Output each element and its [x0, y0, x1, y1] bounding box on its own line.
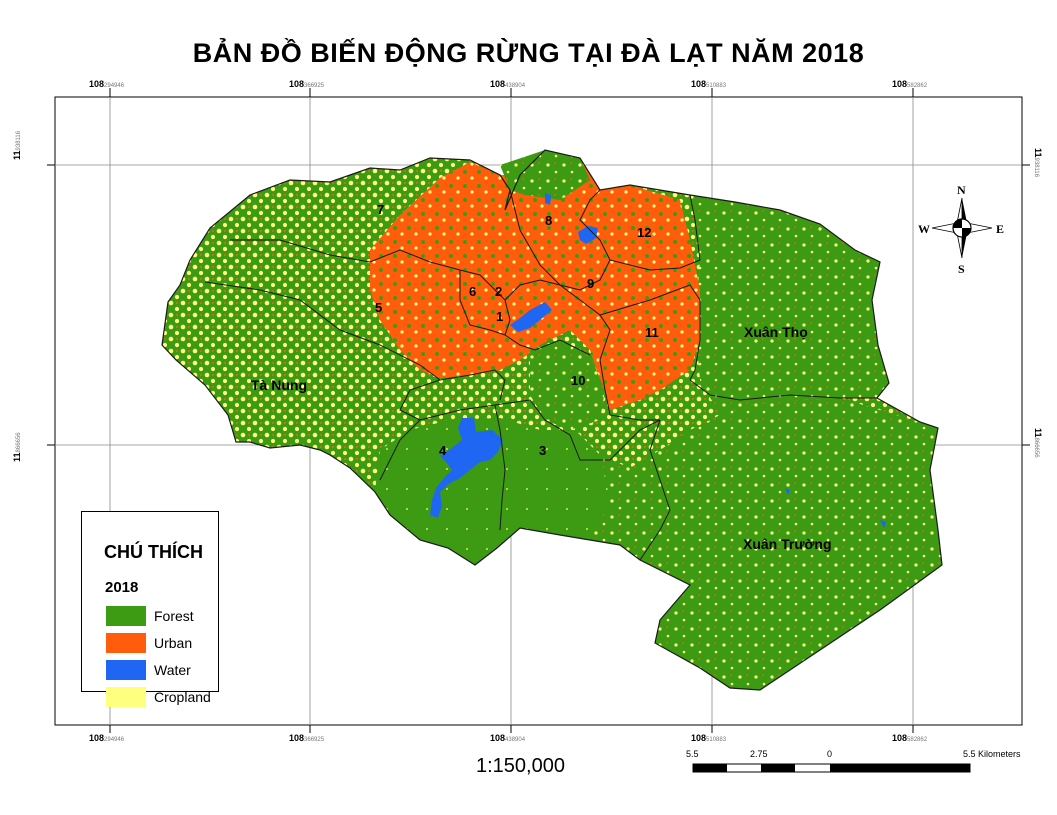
- legend-heading: CHÚ THÍCH: [104, 542, 203, 562]
- compass-north: N: [957, 183, 966, 197]
- grid-label-left-1: 11938116: [12, 130, 22, 160]
- grid-label-top-2: 108366925: [289, 79, 325, 89]
- scale-label-1: 5.5: [686, 749, 699, 759]
- water-reservoir-4: [430, 418, 503, 518]
- legend-swatch-water: [106, 660, 146, 680]
- region-label-6: 6: [469, 284, 477, 299]
- scale-label-4: 5.5 Kilometers: [963, 749, 1021, 759]
- region-label-xuan-tho: Xuân Thọ: [744, 324, 808, 340]
- region-label-5: 5: [375, 300, 383, 315]
- legend-swatch-cropland: [106, 687, 146, 707]
- region-label-9: 9: [587, 276, 595, 291]
- water-lake-8: [578, 226, 598, 244]
- map-legend: CHÚ THÍCH 2018 Forest Urban Water Cropla…: [81, 511, 219, 707]
- grid-label-bottom-3: 108438904: [490, 733, 526, 743]
- legend-label-cropland: Cropland: [154, 689, 211, 705]
- scale-ratio: 1:150,000: [476, 755, 565, 777]
- region-label-2: 2: [495, 284, 503, 299]
- legend-year: 2018: [105, 579, 139, 596]
- region-label-11: 11: [645, 325, 659, 340]
- grid-ticks: [47, 88, 1030, 733]
- grid-label-top-4: 108510883: [691, 79, 727, 89]
- grid-label-left-2: 11866656: [12, 432, 22, 462]
- grid-label-bottom-4: 108510883: [691, 733, 727, 743]
- compass-west: W: [918, 222, 930, 236]
- region-label-7: 7: [377, 202, 385, 217]
- grid-label-bottom-2: 108366925: [289, 733, 325, 743]
- legend-swatch-urban: [106, 633, 146, 653]
- ward-boundaries: [161, 149, 943, 691]
- legend-swatch-forest: [106, 606, 146, 626]
- region-label-3: 3: [539, 443, 547, 458]
- land-forest-tanung: [162, 240, 400, 448]
- map-title: BẢN ĐỒ BIẾN ĐỘNG RỪNG TẠI ĐÀ LẠT NĂM 201…: [192, 38, 865, 68]
- scale-label-3: 0: [827, 749, 833, 759]
- water-lake-1: [510, 302, 552, 332]
- forest-patch-north: [500, 150, 590, 200]
- compass-south: S: [958, 262, 965, 276]
- grid-label-bottom-1: 108294946: [89, 733, 125, 743]
- grid-label-right-1: 11938116: [1033, 148, 1043, 178]
- land-forest-east: [690, 195, 889, 415]
- grid-label-top-3: 108438904: [490, 79, 526, 89]
- land-urban-core: [370, 150, 700, 410]
- legend-label-forest: Forest: [154, 608, 194, 624]
- region-label-1: 1: [496, 309, 504, 324]
- grid-label-top-1: 108294946: [89, 79, 125, 89]
- compass-rose-icon: [931, 197, 993, 259]
- grid-label-top-5: 108582862: [892, 79, 928, 89]
- region-label-4: 4: [439, 443, 447, 458]
- grid-label-bottom-5: 108582862: [892, 733, 928, 743]
- legend-label-water: Water: [154, 662, 191, 678]
- region-label-12: 12: [637, 225, 652, 240]
- region-label-8: 8: [545, 213, 553, 228]
- compass-east: E: [996, 222, 1005, 236]
- region-label-10: 10: [571, 373, 586, 388]
- grid-label-right-2: 11866656: [1033, 428, 1043, 458]
- region-label-xuan-truong: Xuân Trường: [743, 536, 832, 552]
- land-forest-south: [375, 418, 610, 565]
- legend-label-urban: Urban: [154, 635, 193, 651]
- forest-patch-10: [530, 340, 605, 430]
- water-small-8: [545, 193, 551, 205]
- scale-bar: [692, 763, 971, 773]
- region-label-ta-nung: Tà Nung: [251, 377, 307, 393]
- scale-label-2: 2.75: [750, 749, 768, 759]
